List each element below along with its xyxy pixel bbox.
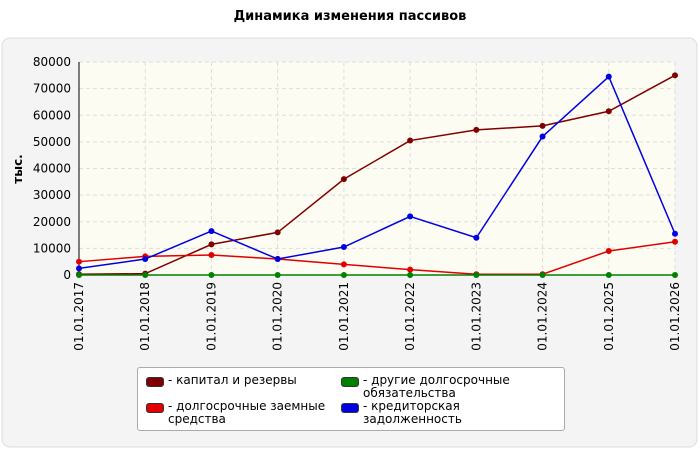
point: [407, 272, 414, 278]
point: [274, 229, 281, 236]
x-tick-label: 01.01.2023: [469, 282, 483, 351]
y-tick-label: 20000: [33, 215, 71, 229]
point: [407, 137, 414, 144]
legend-swatch: [146, 377, 164, 387]
x-tick-label: 01.01.2024: [536, 282, 550, 351]
point: [340, 261, 347, 268]
point: [473, 126, 480, 133]
legend-item: - долгосрочные заемные средства: [146, 400, 341, 426]
y-tick-label: 10000: [33, 241, 71, 255]
series-line: [78, 74, 676, 275]
legend-swatch: [341, 377, 359, 387]
legend-label: - капитал и резервы: [168, 373, 297, 387]
point: [672, 238, 678, 245]
series-line: [78, 240, 676, 275]
point: [340, 272, 347, 278]
point: [142, 272, 149, 278]
point: [208, 241, 215, 248]
point: [672, 272, 678, 278]
y-tick-label: 30000: [33, 188, 71, 202]
point: [208, 228, 215, 235]
x-tick-label: 01.01.2020: [271, 282, 285, 351]
y-tick-label: 60000: [33, 108, 71, 122]
legend-label: - другие долгосрочные обязательства: [363, 373, 510, 400]
legend-swatch: [341, 403, 359, 413]
point: [473, 272, 480, 278]
legend-swatch: [146, 403, 164, 413]
x-tick-label: 01.01.2017: [72, 282, 86, 351]
y-tick-label: 40000: [33, 162, 71, 176]
legend: - капитал и резервы - долгосрочные заемны…: [137, 367, 565, 431]
point: [539, 272, 546, 278]
point: [605, 248, 612, 255]
x-tick-label: 01.01.2019: [204, 282, 218, 351]
point: [208, 272, 215, 278]
series-line: [78, 75, 676, 270]
x-tick-label: 01.01.2022: [403, 282, 417, 351]
legend-label: - долгосрочные заемные средства: [168, 399, 326, 426]
point: [340, 176, 347, 183]
point: [539, 133, 546, 140]
point: [76, 272, 82, 278]
x-tick-label: 01.01.2026: [668, 282, 682, 351]
point: [76, 258, 82, 265]
point: [605, 272, 612, 278]
legend-item: - капитал и резервы: [146, 374, 341, 400]
legend-label: - кредиторская задолженность: [363, 399, 462, 426]
point: [605, 108, 612, 115]
x-tick-label: 01.01.2025: [602, 282, 616, 351]
point: [539, 122, 546, 129]
x-tick-label: 01.01.2018: [138, 282, 152, 351]
point: [473, 234, 480, 241]
y-tick-label: 50000: [33, 135, 71, 149]
point: [142, 256, 149, 263]
chart-title: Динамика изменения пассивов: [234, 9, 467, 24]
legend-item: - кредиторская задолженность: [341, 400, 551, 426]
point: [605, 73, 612, 80]
y-tick-label: 70000: [33, 82, 71, 96]
x-tick-label: 01.01.2021: [337, 282, 351, 351]
legend-item: - другие долгосрочные обязательства: [341, 374, 551, 400]
point: [672, 72, 678, 79]
point: [208, 252, 215, 259]
y-axis-label: тыс.: [11, 154, 25, 183]
point: [76, 265, 82, 272]
point: [407, 266, 414, 273]
y-tick-label: 0: [63, 268, 71, 282]
point: [340, 244, 347, 251]
point: [672, 230, 678, 237]
point: [274, 272, 281, 278]
y-tick-label: 80000: [33, 55, 71, 69]
point: [407, 213, 414, 220]
point: [274, 256, 281, 263]
